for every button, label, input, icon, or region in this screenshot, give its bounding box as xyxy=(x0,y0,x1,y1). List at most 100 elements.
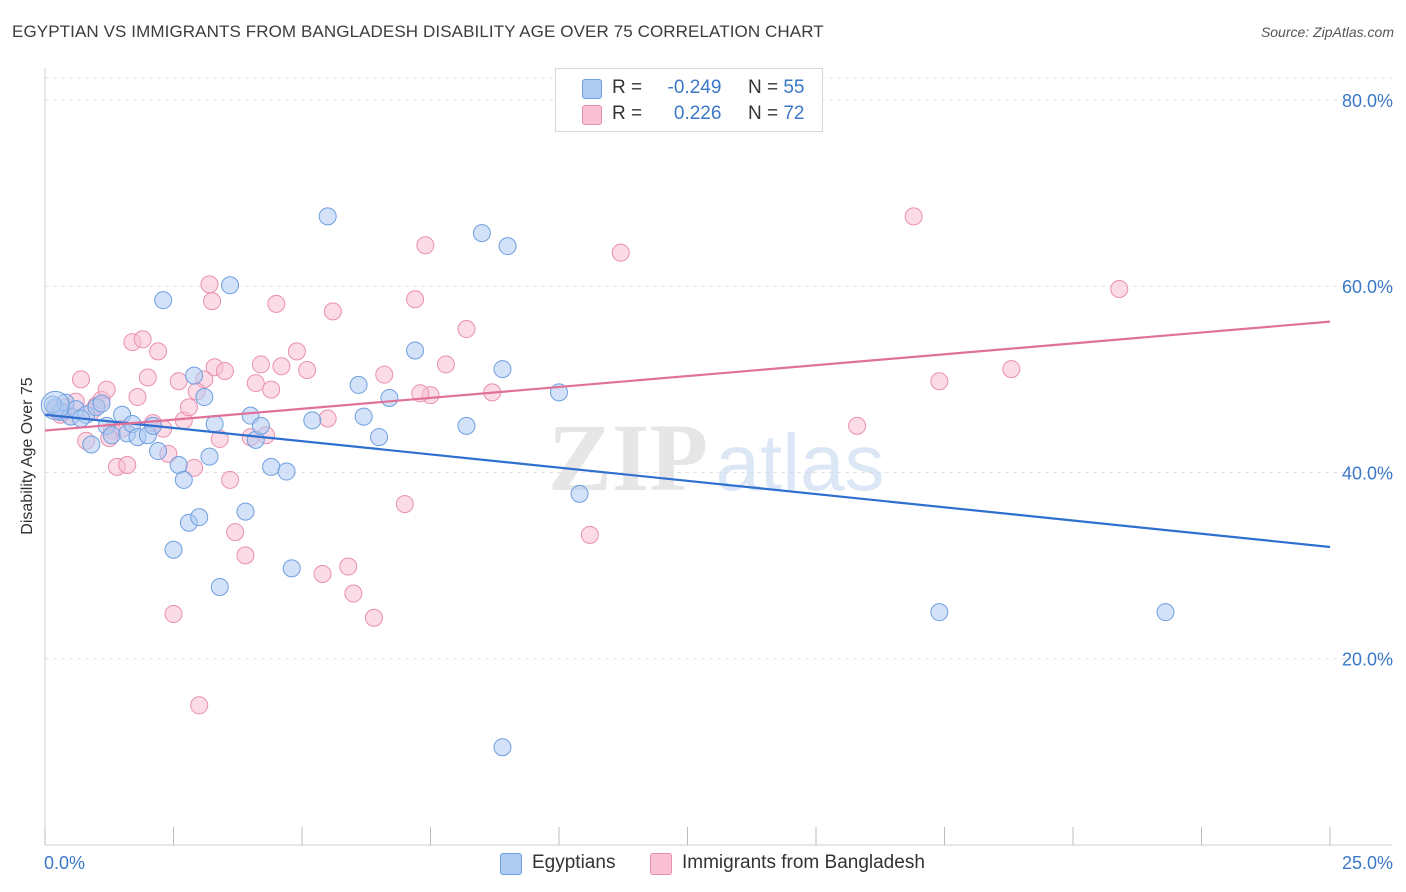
data-point-bangladesh xyxy=(215,361,234,380)
data-point-egyptians xyxy=(251,416,270,435)
data-point-bangladesh xyxy=(71,370,90,389)
y-tick-label: 80.0% xyxy=(1342,91,1393,111)
tick-labels: 20.0% 40.0% 60.0% 80.0% 0.0% 25.0% xyxy=(44,91,1393,873)
legend-swatch-blue xyxy=(582,79,602,99)
data-point-bangladesh xyxy=(375,365,394,384)
data-point-bangladesh xyxy=(179,398,198,417)
axes xyxy=(44,68,1392,846)
data-point-egyptians xyxy=(221,276,240,295)
data-point-egyptians xyxy=(380,388,399,407)
legend-n-label: N = xyxy=(747,103,779,124)
legend-r-value: -0.249 xyxy=(667,77,722,98)
data-point-bangladesh xyxy=(246,374,265,393)
legend-label-egyptians: Egyptians xyxy=(532,852,616,873)
data-point-egyptians xyxy=(457,416,476,435)
data-point-egyptians xyxy=(277,462,296,481)
data-point-bangladesh xyxy=(251,355,270,374)
trend-lines xyxy=(44,320,1331,549)
data-point-egyptians xyxy=(205,415,224,434)
data-point-egyptians xyxy=(174,470,193,489)
x-tick-label-max: 25.0% xyxy=(1342,853,1393,873)
data-point-bangladesh xyxy=(287,342,306,361)
data-point-egyptians xyxy=(318,207,337,226)
data-point-egyptians xyxy=(1156,603,1175,622)
data-point-bangladesh xyxy=(226,523,245,542)
data-point-egyptians xyxy=(195,388,214,407)
legend-n-label: N = xyxy=(747,77,779,98)
data-point-bangladesh xyxy=(190,696,209,715)
trend-line-egyptians xyxy=(44,413,1331,549)
legend-r-value: 0.226 xyxy=(673,103,722,124)
data-point-egyptians-cluster xyxy=(40,390,70,420)
data-point-bangladesh xyxy=(149,342,168,361)
data-point-bangladesh xyxy=(221,470,240,489)
data-point-bangladesh xyxy=(611,243,630,262)
x-tick-label-min: 0.0% xyxy=(44,853,85,873)
data-point-bangladesh xyxy=(164,605,183,624)
data-point-bangladesh xyxy=(395,495,414,514)
data-point-egyptians xyxy=(303,411,322,430)
legend-label-bangladesh: Immigrants from Bangladesh xyxy=(682,852,925,873)
data-point-bangladesh xyxy=(1110,279,1129,298)
data-point-bangladesh xyxy=(904,207,923,226)
y-tick-label: 20.0% xyxy=(1342,650,1393,670)
data-point-bangladesh xyxy=(848,416,867,435)
data-point-egyptians xyxy=(370,428,389,447)
data-point-bangladesh xyxy=(203,292,222,311)
data-point-egyptians xyxy=(154,291,173,310)
data-point-bangladesh xyxy=(406,290,425,309)
data-point-egyptians xyxy=(472,224,491,243)
data-point-bangladesh xyxy=(313,564,332,583)
data-point-egyptians xyxy=(262,457,281,476)
data-point-egyptians xyxy=(43,395,62,414)
data-point-bangladesh xyxy=(318,409,337,428)
data-point-bangladesh xyxy=(416,236,435,255)
data-point-egyptians xyxy=(406,341,425,360)
grid-lines xyxy=(45,77,1392,660)
data-point-egyptians xyxy=(149,442,168,461)
data-point-egyptians xyxy=(164,540,183,559)
data-point-bangladesh xyxy=(298,361,317,380)
data-point-bangladesh xyxy=(1002,360,1021,379)
data-point-bangladesh xyxy=(344,584,363,603)
chart-title: EGYPTIAN VS IMMIGRANTS FROM BANGLADESH D… xyxy=(12,22,824,41)
data-point-egyptians xyxy=(102,426,121,445)
data-point-bangladesh xyxy=(118,456,137,475)
data-point-bangladesh xyxy=(128,388,147,407)
data-point-egyptians xyxy=(200,447,219,466)
legend-swatch-blue xyxy=(500,853,522,875)
data-point-bangladesh xyxy=(364,608,383,627)
y-tick-label: 40.0% xyxy=(1342,463,1393,483)
data-point-egyptians xyxy=(349,375,368,394)
data-point-egyptians xyxy=(570,484,589,503)
data-point-bangladesh xyxy=(580,525,599,544)
data-point-egyptians xyxy=(498,237,517,256)
data-point-bangladesh xyxy=(930,372,949,391)
data-point-egyptians xyxy=(210,578,229,597)
data-point-egyptians xyxy=(354,407,373,426)
data-point-bangladesh xyxy=(169,372,188,391)
data-point-bangladesh xyxy=(236,546,255,565)
y-tick-label: 60.0% xyxy=(1342,277,1393,297)
data-point-bangladesh xyxy=(457,320,476,339)
legend-swatch-pink xyxy=(582,105,602,125)
data-point-bangladesh xyxy=(133,330,152,349)
legend-r-label: R = xyxy=(612,77,643,98)
data-point-bangladesh xyxy=(323,302,342,321)
trend-line-bangladesh xyxy=(44,320,1331,432)
data-point-egyptians xyxy=(185,366,204,385)
data-point-egyptians xyxy=(282,559,301,578)
data-point-bangladesh xyxy=(267,294,286,313)
data-point-bangladesh xyxy=(262,380,281,399)
legend-r-label: R = xyxy=(612,103,643,124)
legend-n-value: 72 xyxy=(783,103,805,124)
data-point-bangladesh xyxy=(272,357,291,376)
data-point-egyptians xyxy=(82,435,101,454)
chart-source: Source: ZipAtlas.com xyxy=(1260,24,1394,40)
data-point-bangladesh xyxy=(200,275,219,294)
data-point-egyptians xyxy=(930,603,949,622)
data-point-bangladesh xyxy=(138,368,157,387)
data-point-egyptians xyxy=(236,502,255,521)
legend-n-value: 55 xyxy=(783,77,805,98)
